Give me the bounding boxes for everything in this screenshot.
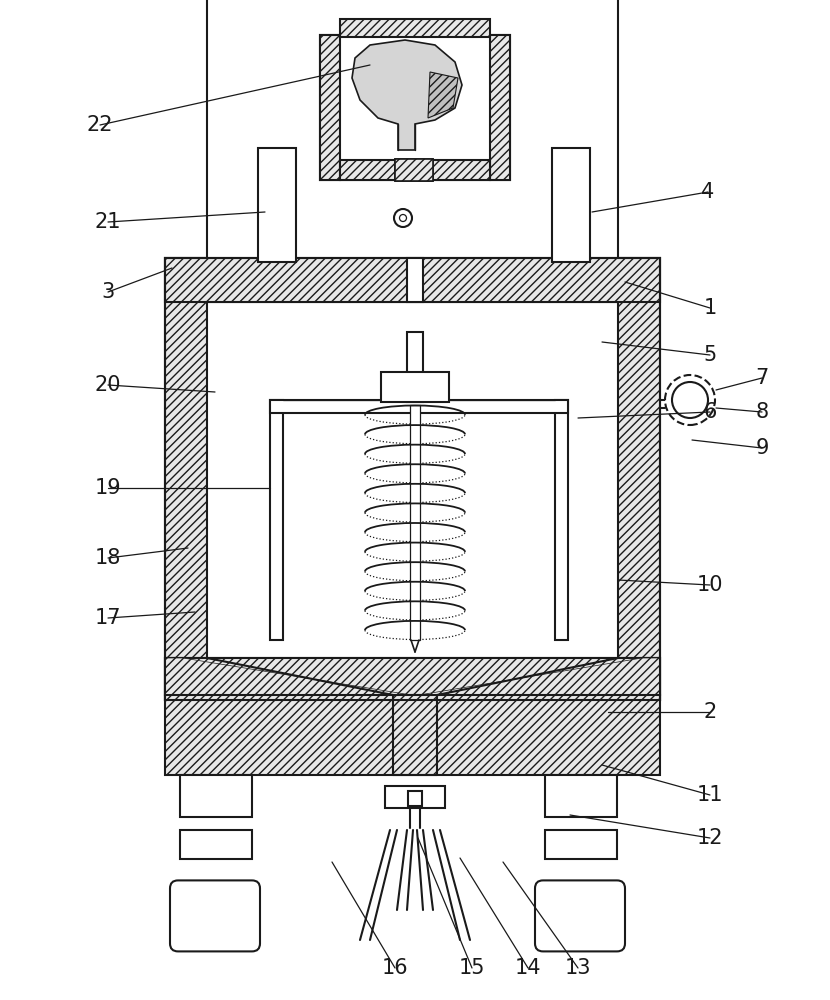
Circle shape [672,382,708,418]
Text: 11: 11 [696,785,723,805]
Bar [555,400,568,640]
Text: 17: 17 [95,608,121,628]
Bar [165,258,207,700]
Text: 14: 14 [515,958,541,978]
Polygon shape [352,40,462,150]
Polygon shape [165,658,411,695]
Text: 16: 16 [382,958,408,978]
Bar [340,160,490,180]
Text: 10: 10 [696,575,723,595]
Bar [165,258,660,700]
Text: 5: 5 [703,345,716,365]
Bar [545,830,617,859]
Bar [381,372,449,402]
Bar [407,332,423,402]
Polygon shape [428,72,458,118]
Bar [320,35,510,180]
Bar [618,258,660,700]
FancyBboxPatch shape [170,880,260,951]
Text: 13: 13 [564,958,591,978]
Bar [180,775,252,817]
Bar [165,658,660,700]
Bar [165,258,660,302]
Bar [395,159,433,181]
Bar [408,791,422,806]
Bar [552,148,590,262]
Bar [320,35,340,180]
Bar [340,19,490,37]
Bar [490,35,510,180]
Text: 3: 3 [101,282,115,302]
Bar [410,405,420,640]
Polygon shape [419,658,660,695]
Text: 4: 4 [701,182,715,202]
Bar [395,159,433,181]
Circle shape [665,375,715,425]
Bar [258,148,296,262]
Polygon shape [419,658,660,695]
Bar [165,695,660,775]
Bar [385,786,445,808]
Text: 9: 9 [755,438,769,458]
Text: 21: 21 [95,212,121,232]
Text: 20: 20 [95,375,121,395]
Circle shape [399,215,407,222]
Text: 18: 18 [95,548,121,568]
Bar [165,658,660,695]
Circle shape [394,209,412,227]
Text: 12: 12 [696,828,723,848]
Bar [180,830,252,859]
Bar [207,0,618,302]
Text: 1: 1 [703,298,716,318]
Text: 15: 15 [459,958,486,978]
Polygon shape [165,658,411,695]
Text: 6: 6 [703,402,716,422]
Bar [545,775,617,817]
Bar [270,400,283,640]
Text: 22: 22 [87,115,113,135]
Text: 19: 19 [95,478,121,498]
Bar [270,400,568,413]
Text: 8: 8 [755,402,769,422]
Bar [407,258,423,302]
Text: 7: 7 [755,368,769,388]
FancyBboxPatch shape [535,880,625,951]
Text: 2: 2 [703,702,716,722]
